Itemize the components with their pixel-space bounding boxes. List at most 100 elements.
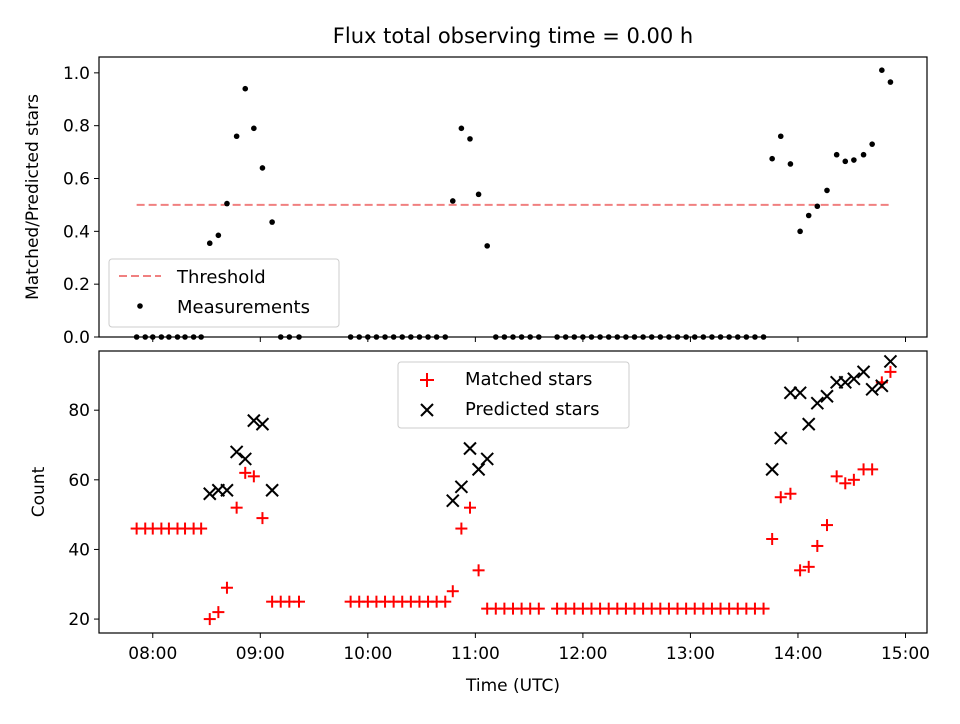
predicted-stars-point [480, 452, 494, 466]
x-tick-label: 12:00 [558, 644, 607, 664]
predicted-stars-point-b [463, 441, 477, 456]
measurements-point [449, 198, 456, 204]
predicted-stars-point [856, 365, 871, 379]
matched-stars-point [766, 533, 779, 545]
ratio-y-axis-label: Matched/Predicted stars [23, 94, 43, 300]
predicted-stars-point [865, 382, 879, 397]
measurements-point [242, 85, 249, 92]
predicted-stars-point-b [446, 493, 460, 508]
matched-stars-point [757, 602, 770, 615]
matched-stars-point [439, 595, 452, 608]
predicted-stars-point-b [255, 417, 270, 431]
predicted-stars-point [229, 445, 244, 459]
measurements-point [206, 240, 213, 247]
predicted-stars-point [883, 354, 898, 369]
x-tick-label: 15:00 [881, 644, 930, 664]
predicted-stars-point [793, 386, 807, 400]
measurements-point [484, 243, 490, 249]
predicted-stars-point [783, 386, 798, 400]
legend-measurements-label: Measurements [177, 297, 310, 318]
predicted-stars-point-b [247, 413, 261, 428]
predicted-stars-point-b [783, 386, 798, 400]
measurements-point [805, 212, 812, 219]
measurements-point [769, 155, 775, 162]
matched-stars-point [247, 470, 260, 483]
predicted-stars-point-b [883, 354, 898, 369]
legend-threshold-label: Threshold [176, 267, 266, 288]
measurements-point [224, 200, 230, 207]
count-legend: Matched stars Predicted stars [397, 361, 630, 429]
predicted-stars-point-b [856, 365, 871, 379]
y-tick-label: 0.8 [63, 117, 90, 137]
legend-measurements-swatch [137, 303, 143, 309]
matched-stars-point [212, 606, 225, 619]
matched-stars-point [293, 595, 306, 608]
measurements-point [458, 125, 465, 132]
matched-stars-point [811, 539, 824, 552]
legend-predicted-label: Predicted stars [465, 399, 599, 420]
x-tick-label: 08:00 [128, 644, 177, 664]
ratio-axes-frame [98, 56, 928, 338]
matched-stars-point [256, 512, 269, 525]
predicted-stars-point [847, 372, 861, 386]
predicted-stars-point-b [865, 382, 879, 397]
count-panel: 20 40 60 80 08:00 09:00 10:00 11:00 12:00 13:00 1… [29, 350, 930, 696]
matched-stars-point [532, 602, 545, 615]
legend-predicted-swatch [420, 403, 434, 417]
predicted-stars-point [220, 483, 234, 497]
matched-stars-point [884, 365, 897, 378]
predicted-stars-point-b [847, 372, 861, 386]
matched-stars-point [847, 473, 860, 486]
x-tick-label: 10:00 [343, 644, 392, 664]
y-tick-label: 0.0 [63, 328, 90, 348]
y-tick-label: 20 [68, 610, 90, 630]
predicted-stars-point-b [875, 379, 889, 393]
matched-stars-point [802, 560, 815, 573]
predicted-stars-point [810, 396, 825, 410]
measurements-point [787, 161, 794, 167]
measurements-point [251, 125, 257, 132]
count-x-axis-label: Time (UTC) [465, 676, 560, 696]
predicted-stars-point [802, 417, 816, 431]
legend-matched-swatch [420, 373, 434, 387]
matched-stars-point [446, 585, 459, 598]
measurements-point [777, 133, 784, 140]
count-marks [130, 354, 898, 626]
measurements-point [824, 187, 830, 194]
predicted-stars-point [463, 441, 477, 456]
matched-stars-point [203, 613, 216, 626]
count-y-ticks: 20 40 60 80 [68, 401, 99, 630]
matched-stars-point [866, 463, 879, 476]
measurements-point [475, 191, 482, 198]
count-x-ticks: 08:00 09:00 10:00 11:00 12:00 13:00 14:00 15:00 [128, 633, 930, 664]
predicted-stars-point-b [802, 417, 816, 431]
ratio-y-ticks: 0.0 0.2 0.4 0.6 0.8 1.0 [63, 64, 99, 348]
predicted-stars-point [471, 462, 486, 477]
measurements-point [814, 203, 821, 210]
matched-stars-point [839, 477, 852, 490]
x-tick-label: 13:00 [666, 644, 715, 664]
matched-stars-point [820, 519, 833, 532]
predicted-stars-point-b [238, 452, 252, 466]
y-tick-label: 0.4 [63, 222, 90, 242]
x-tick-label: 14:00 [773, 644, 822, 664]
legend-matched-label: Matched stars [465, 369, 592, 390]
predicted-stars-point [446, 493, 460, 508]
measurements-point [879, 67, 885, 74]
matched-stars-point [220, 581, 233, 594]
predicted-stars-point-b [820, 389, 834, 403]
predicted-stars-point-b [774, 431, 788, 445]
y-tick-label: 40 [68, 540, 90, 560]
y-tick-label: 0.2 [63, 275, 90, 295]
matched-stars-point [455, 522, 468, 535]
predicted-stars-point [238, 452, 252, 466]
matched-stars-point [463, 501, 476, 514]
predicted-stars-point [247, 413, 261, 428]
measurements-point [887, 79, 894, 85]
matched-stars-point [230, 501, 243, 514]
predicted-stars-point-b [220, 483, 234, 497]
count-axes-frame [98, 350, 928, 634]
predicted-stars-point-b [203, 487, 217, 501]
predicted-stars-point-b [471, 462, 486, 477]
